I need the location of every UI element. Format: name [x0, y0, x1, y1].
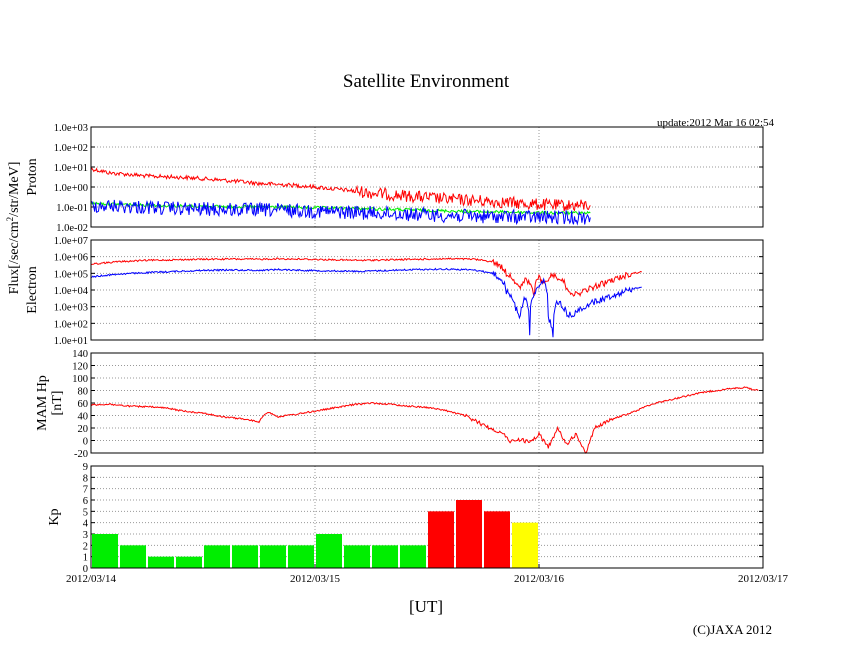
kp-bar [372, 545, 398, 568]
y-tick-label: 1.0e-01 [56, 203, 88, 214]
y-tick-label: 0 [83, 437, 88, 448]
y-tick-label: 8 [83, 473, 88, 484]
kp-bar [316, 534, 342, 568]
y-axis-label-text: Electron [25, 266, 40, 313]
y-tick-label: 1.0e+02 [54, 319, 88, 330]
x-tick-label: 2012/03/17 [738, 573, 789, 585]
y-tick-label: 100 [72, 374, 88, 385]
y-tick-label: 7 [83, 485, 88, 496]
x-tick-label: 2012/03/16 [514, 573, 565, 585]
panel-frame [90, 239, 764, 341]
kp-bar [260, 545, 286, 568]
x-tick-label: 2012/03/15 [290, 573, 341, 585]
panel-frame [90, 352, 764, 454]
y-tick-label: 1.0e+00 [54, 183, 88, 194]
y-tick-label: 140 [72, 349, 88, 360]
x-axis-title: [UT] [409, 597, 443, 616]
kp-bar [176, 556, 202, 568]
y-tick-label: 1.0e+07 [54, 236, 88, 247]
series-electron-high [90, 257, 642, 298]
svg-text:Flux[/sec/cm2/str/MeV]: Flux[/sec/cm2/str/MeV] [5, 162, 22, 295]
kp-bar [428, 511, 454, 568]
chart-title: Satellite Environment [343, 71, 510, 92]
y-tick-label: 1 [83, 553, 88, 564]
y-tick-label: 9 [83, 462, 88, 473]
y-tick-label: 60 [78, 399, 89, 410]
series-mam-hp [90, 386, 759, 454]
y-axis-label-electron: Electron [25, 266, 40, 313]
kp-bar [288, 545, 314, 568]
y-tick-label: 5 [83, 507, 88, 518]
kp-bar [456, 500, 482, 568]
y-tick-label: 3 [83, 530, 88, 541]
kp-bar [344, 545, 370, 568]
y-tick-label: 4 [83, 519, 89, 530]
y-axis-label-unit: [nT] [50, 391, 65, 416]
flux-label-prefix: Flux[/sec/cm [7, 221, 22, 294]
y-tick-label: 1.0e+03 [54, 123, 88, 134]
panel-proton: 1.0e+03 1.0e+02 1.0e+01 1.0e+00 1.0e-01 1.0e-… [25, 123, 764, 234]
y-tick-label: -20 [74, 449, 88, 460]
flux-axis-label: Flux[/sec/cm2/str/MeV] [5, 162, 22, 295]
panel-electron: 1.0e+07 1.0e+06 1.0e+05 1.0e+04 1.0e+03 1.0e+… [25, 236, 764, 347]
y-tick-label: 1.0e+01 [54, 336, 88, 347]
kp-bar [484, 511, 510, 568]
kp-bar [148, 556, 174, 568]
kp-bar [204, 545, 230, 568]
y-tick-label: 120 [72, 362, 88, 373]
y-tick-label: 1.0e+06 [54, 253, 88, 264]
y-axis-label-text: Kp [47, 508, 62, 525]
panel-frame [90, 126, 764, 228]
y-tick-label: 80 [78, 387, 89, 398]
kp-bar [120, 545, 146, 568]
kp-bar [400, 545, 426, 568]
flux-label-suffix: /str/MeV] [7, 162, 22, 217]
y-tick-label: 1.0e+01 [54, 163, 88, 174]
series-proton-low [90, 199, 591, 226]
y-tick-label: 6 [83, 496, 88, 507]
y-tick-label: 0 [83, 564, 88, 575]
y-tick-label: 40 [78, 412, 89, 423]
y-tick-label: 2 [83, 541, 88, 552]
update-timestamp: update:2012 Mar 16 02:54 [657, 117, 775, 129]
y-tick-label: 1.0e+05 [54, 269, 88, 280]
y-axis-label-hp: MAM Hp [nT] [35, 375, 65, 431]
y-tick-label: 1.0e+03 [54, 303, 88, 314]
y-tick-label: 1.0e+04 [54, 286, 89, 297]
kp-bar [232, 545, 258, 568]
y-axis-label-text: MAM Hp [35, 375, 50, 431]
y-axis-label-kp: Kp [47, 508, 62, 525]
y-tick-label: 20 [78, 424, 89, 435]
y-tick-label: 1.0e+02 [54, 143, 88, 154]
series-proton-mid [90, 201, 591, 216]
x-tick-label: 2012/03/14 [66, 573, 117, 585]
kp-bar [92, 534, 118, 568]
series-proton-high [90, 167, 591, 212]
y-tick-label: 1.0e-02 [56, 223, 88, 234]
y-axis-label-text: Proton [25, 158, 40, 195]
series-electron-low [90, 267, 642, 338]
flux-label-exponent: 2 [5, 217, 15, 222]
panel-frame [90, 465, 764, 569]
copyright-notice: (C)JAXA 2012 [693, 622, 772, 637]
kp-bar [512, 522, 538, 568]
y-axis-label-proton: Proton [25, 158, 40, 195]
